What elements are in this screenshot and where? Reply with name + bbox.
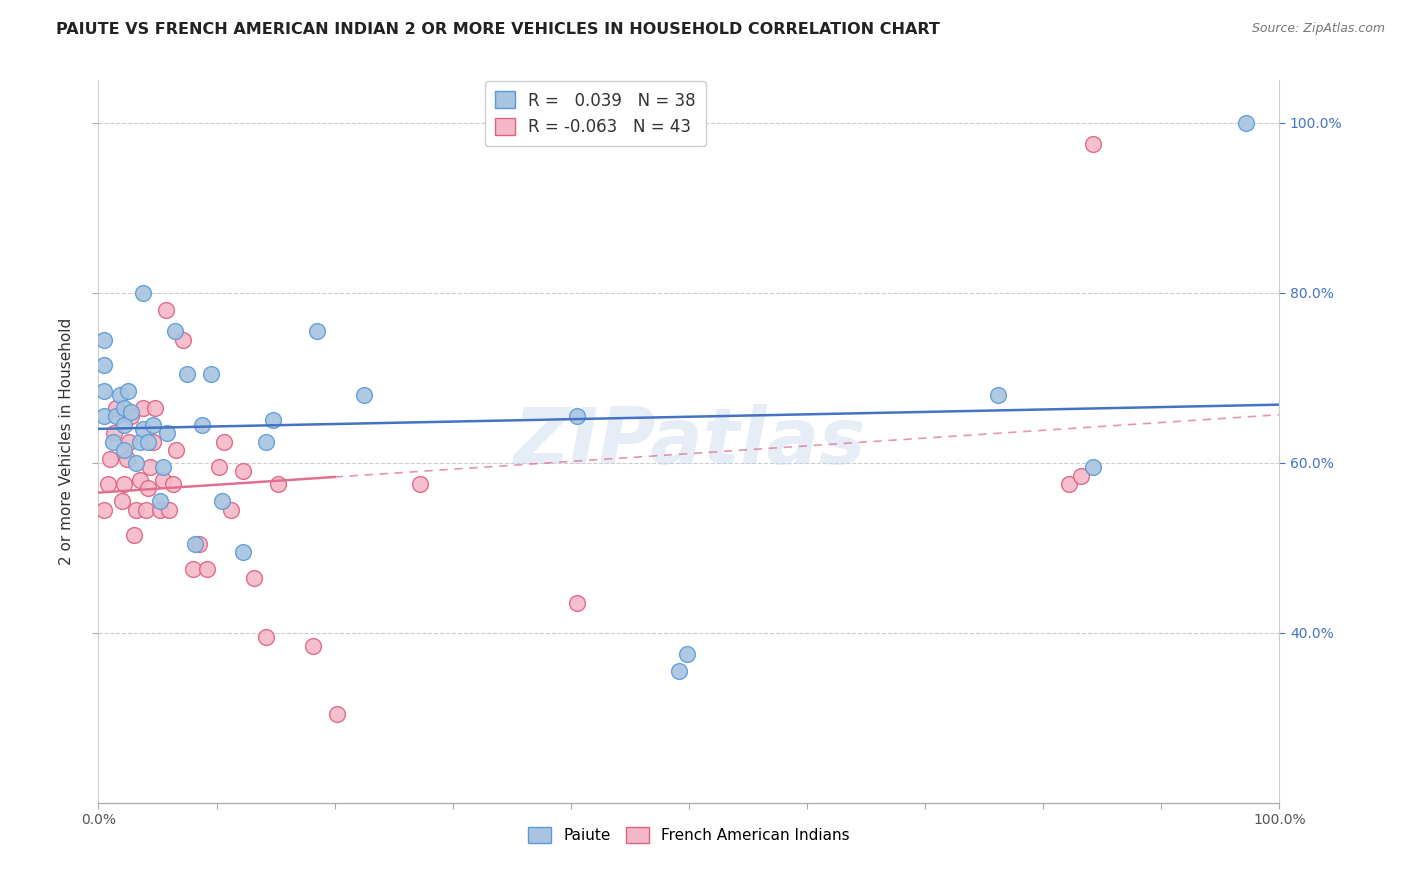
Point <box>668 664 690 678</box>
Point <box>187 536 209 550</box>
Point <box>156 425 179 440</box>
Point <box>112 443 135 458</box>
Point <box>101 434 124 449</box>
Point <box>142 434 165 449</box>
Point <box>136 481 159 495</box>
Point <box>105 409 128 423</box>
Point <box>1081 136 1104 151</box>
Point <box>219 502 242 516</box>
Point <box>165 324 187 338</box>
Text: PAIUTE VS FRENCH AMERICAN INDIAN 2 OR MORE VEHICLES IN HOUSEHOLD CORRELATION CHA: PAIUTE VS FRENCH AMERICAN INDIAN 2 OR MO… <box>56 22 941 37</box>
Point <box>112 417 135 432</box>
Point <box>143 401 166 415</box>
Point <box>115 451 138 466</box>
Point <box>191 417 214 432</box>
Point <box>326 706 349 721</box>
Point <box>93 333 115 347</box>
Point <box>243 570 266 584</box>
Point <box>184 536 207 550</box>
Point <box>111 494 134 508</box>
Point <box>172 333 194 347</box>
Point <box>128 473 150 487</box>
Point <box>267 477 290 491</box>
Point <box>152 460 174 475</box>
Point <box>93 409 115 423</box>
Point <box>1057 477 1080 491</box>
Y-axis label: 2 or more Vehicles in Household: 2 or more Vehicles in Household <box>59 318 75 566</box>
Point <box>152 473 174 487</box>
Legend: Paiute, French American Indians: Paiute, French American Indians <box>522 822 856 849</box>
Point <box>142 417 165 432</box>
Point <box>254 630 277 644</box>
Point <box>155 302 177 317</box>
Point <box>105 401 128 415</box>
Point <box>1081 460 1104 475</box>
Point <box>132 401 155 415</box>
Point <box>408 477 430 491</box>
Point <box>211 494 233 508</box>
Point <box>149 502 172 516</box>
Point <box>118 434 141 449</box>
Point <box>121 405 143 419</box>
Point <box>987 388 1010 402</box>
Point <box>121 409 143 423</box>
Point <box>93 502 115 516</box>
Point <box>135 502 157 516</box>
Point <box>108 388 131 402</box>
Point <box>136 434 159 449</box>
Point <box>254 434 277 449</box>
Point <box>97 477 120 491</box>
Point <box>117 384 139 398</box>
Point <box>125 502 148 516</box>
Point <box>176 367 198 381</box>
Point <box>112 477 135 491</box>
Point <box>125 456 148 470</box>
Point <box>208 460 231 475</box>
Point <box>302 639 325 653</box>
Point <box>565 596 588 610</box>
Point <box>149 494 172 508</box>
Point <box>128 434 150 449</box>
Point <box>139 460 162 475</box>
Point <box>212 434 235 449</box>
Point <box>132 422 155 436</box>
Text: ZIPatlas: ZIPatlas <box>513 403 865 480</box>
Point <box>98 451 121 466</box>
Point <box>93 384 115 398</box>
Point <box>262 413 284 427</box>
Point <box>1234 116 1257 130</box>
Point <box>181 562 204 576</box>
Point <box>93 358 115 372</box>
Point <box>195 562 218 576</box>
Point <box>165 443 187 458</box>
Text: Source: ZipAtlas.com: Source: ZipAtlas.com <box>1251 22 1385 36</box>
Point <box>231 464 253 478</box>
Point <box>565 409 588 423</box>
Point <box>675 647 697 661</box>
Point <box>132 285 155 300</box>
Point <box>200 367 222 381</box>
Point <box>231 545 253 559</box>
Point <box>305 324 328 338</box>
Point <box>103 425 125 440</box>
Point <box>122 528 145 542</box>
Point <box>162 477 184 491</box>
Point <box>112 401 135 415</box>
Point <box>1070 468 1092 483</box>
Point <box>157 502 180 516</box>
Point <box>353 388 375 402</box>
